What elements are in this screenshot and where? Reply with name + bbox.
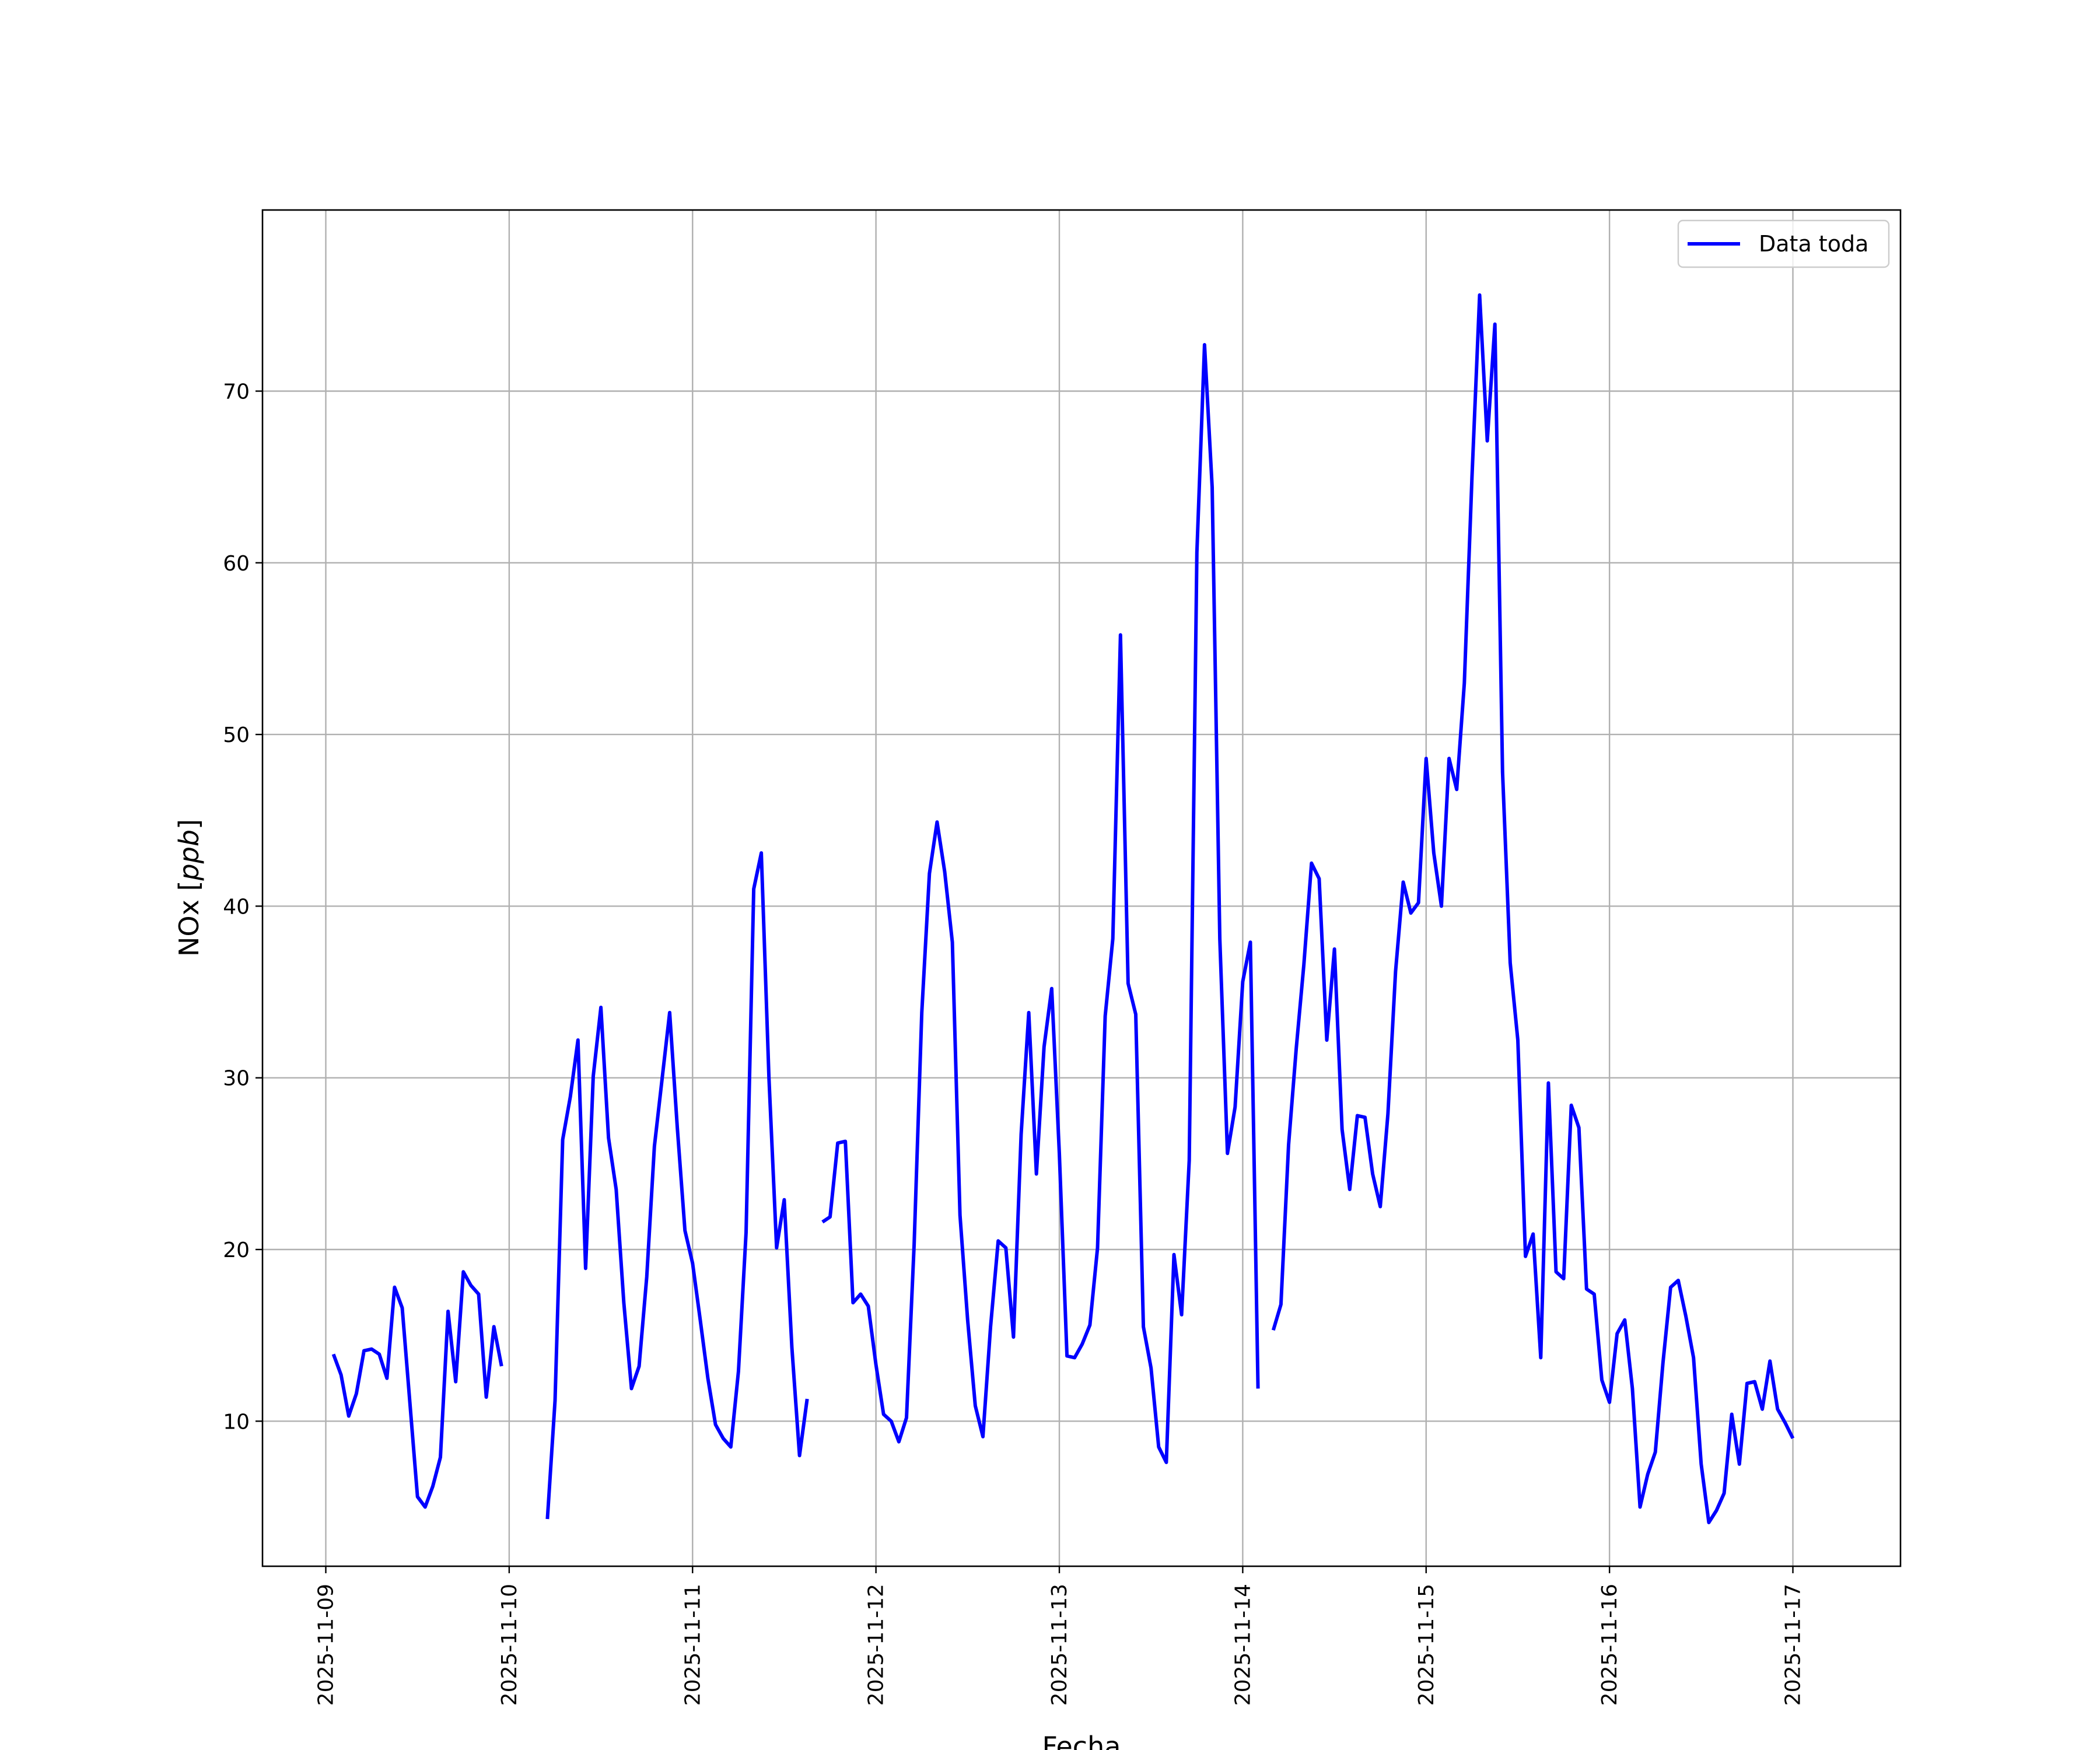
x-axis: 2025-11-09 2025-11-10 2025-11-11 2025-11-12… [314,1566,1805,1706]
x-tick-label: 2025-11-17 [1782,1584,1805,1706]
y-tick-label: 20 [223,1238,250,1262]
y-tick-label: 40 [223,895,250,919]
plot-frame [261,209,1902,1567]
series-layer [331,293,1795,1524]
y-axis-label-close: ] [173,819,205,830]
x-tick-label: 2025-11-12 [864,1584,888,1706]
x-tick-label: 2025-11-15 [1415,1584,1438,1706]
y-tick-label: 60 [223,552,250,576]
y-axis: 10 20 30 40 50 60 70 [223,380,262,1434]
x-tick-label: 2025-11-10 [498,1584,522,1706]
y-axis-label-unit: ppb [173,830,205,881]
x-axis-label: Fecha [1042,1731,1121,1750]
plot-area [262,210,1901,1566]
y-tick-label: 30 [223,1067,250,1091]
x-tick-label: 2025-11-11 [681,1584,705,1706]
series-line-data-toda [331,293,1795,1524]
x-tick-label: 2025-11-13 [1048,1584,1072,1706]
y-tick-label: 70 [223,380,250,404]
x-tick-label: 2025-11-16 [1598,1584,1622,1706]
y-tick-label: 50 [223,723,250,747]
legend-entry-label: Data toda [1759,231,1868,257]
grid-lines [262,210,1901,1566]
x-tick-label: 2025-11-09 [314,1584,338,1706]
y-axis-label: NOx [ppb] [173,819,205,957]
y-axis-label-text: NOx [ [173,881,205,957]
y-tick-label: 10 [223,1410,250,1434]
x-tick-label: 2025-11-14 [1231,1584,1255,1706]
legend: Data toda [1677,219,1890,268]
legend-box [1677,219,1890,268]
